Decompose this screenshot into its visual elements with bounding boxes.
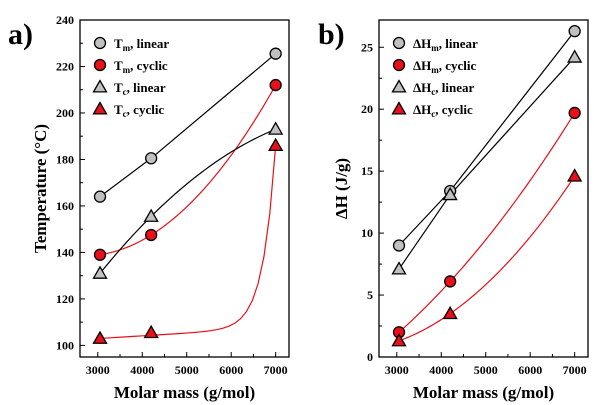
legend-label-2: ΔHm, cyclic xyxy=(413,58,477,75)
data-point-s2-2 xyxy=(443,275,457,288)
x-tick-label: 4000 xyxy=(429,363,453,377)
plot-frame xyxy=(378,19,589,358)
legend-marker-3 xyxy=(391,79,407,93)
legend-marker-4 xyxy=(92,101,108,115)
x-tick-label: 6000 xyxy=(219,363,243,377)
data-point-s3-1 xyxy=(92,265,108,279)
data-point-s2-2 xyxy=(144,228,158,242)
y-axis-title: Temperature (°C) xyxy=(31,124,50,253)
data-point-s1-3 xyxy=(568,25,581,38)
data-point-s2-1 xyxy=(93,248,107,261)
data-point-s2-3 xyxy=(568,106,581,120)
series-line-2 xyxy=(99,84,277,256)
x-axis-title: Molar mass (g/mol) xyxy=(114,383,255,402)
y-axis-title: ΔH (J/g) xyxy=(332,158,351,219)
legend-marker-4 xyxy=(391,101,407,115)
series-line-4 xyxy=(99,145,277,340)
legend: ΔHm, linear ΔHm, cyclic ΔHc, linear ΔHc, cy… xyxy=(391,36,478,119)
x-tick-label: 5000 xyxy=(474,363,498,377)
legend-label-4: Tc, cyclic xyxy=(114,102,164,119)
series-line-4 xyxy=(398,175,576,342)
plot-frame xyxy=(79,19,290,358)
y-tick-label: 10 xyxy=(361,226,373,240)
y-tick-label: 25 xyxy=(361,40,373,54)
legend-marker-2 xyxy=(93,58,107,72)
x-tick-label: 3000 xyxy=(385,363,409,377)
data-point-s3-2 xyxy=(143,208,159,222)
data-point-s3-3 xyxy=(268,121,284,135)
data-point-s1-1 xyxy=(392,239,406,252)
legend-marker-1 xyxy=(392,36,406,50)
panel-a: a) 3000 4000 5000 6000 7000 100 120 140 160 180 200… xyxy=(8,13,290,402)
data-point-s4-2 xyxy=(442,305,458,320)
series-line-2 xyxy=(398,112,576,333)
x-axis-title: Molar mass (g/mol) xyxy=(413,383,554,402)
legend-label-1: Tm, linear xyxy=(114,36,169,53)
y-tick-label: 140 xyxy=(56,245,74,259)
y-tick-label: 15 xyxy=(361,164,373,178)
data-point-s4-1 xyxy=(92,330,108,344)
data-point-s3-1 xyxy=(391,261,407,275)
x-tick-label: 5000 xyxy=(175,363,199,377)
x-tick-label: 7000 xyxy=(264,363,288,377)
y-tick-label: 100 xyxy=(56,338,74,352)
legend-label-2: Tm, cyclic xyxy=(114,58,168,75)
data-point-s1-3 xyxy=(269,47,282,60)
panel-label: a) xyxy=(8,18,33,51)
data-point-s1-2 xyxy=(144,152,158,165)
legend-marker-3 xyxy=(92,79,108,93)
y-tick-label: 240 xyxy=(56,13,74,27)
y-tick-label: 180 xyxy=(56,152,74,166)
x-tick-label: 7000 xyxy=(563,363,587,377)
legend-marker-2 xyxy=(392,58,406,72)
legend-marker-1 xyxy=(93,36,107,50)
panel-label: b) xyxy=(318,18,345,51)
y-tick-label: 220 xyxy=(56,59,74,73)
data-point-s4-1 xyxy=(391,333,407,347)
y-tick-label: 20 xyxy=(361,102,373,116)
x-tick-label: 6000 xyxy=(518,363,542,377)
data-point-s3-2 xyxy=(442,186,458,201)
data-point-s4-3 xyxy=(567,168,583,182)
panel-b: b) 3000 4000 5000 6000 7000 0 5 10 15 20 25 Molar ma… xyxy=(318,18,589,402)
x-tick-label: 3000 xyxy=(86,363,110,377)
data-point-s4-2 xyxy=(143,324,159,339)
legend-label-1: ΔHm, linear xyxy=(413,36,478,53)
series-line-1 xyxy=(99,53,277,198)
y-tick-label: 160 xyxy=(56,199,74,213)
data-point-s4-3 xyxy=(268,137,284,152)
legend-label-4: ΔHc, cyclic xyxy=(413,102,473,119)
y-tick-label: 200 xyxy=(56,106,74,120)
data-point-s1-1 xyxy=(93,190,107,203)
legend-label-3: ΔHc, linear xyxy=(413,80,474,97)
x-tick-label: 4000 xyxy=(130,363,154,377)
data-point-s2-3 xyxy=(269,78,282,92)
y-tick-label: 5 xyxy=(367,288,373,302)
legend: Tm, linear Tm, cyclic Tc, linear Tc, cyclic xyxy=(92,36,169,119)
legend-label-3: Tc, linear xyxy=(114,80,166,97)
data-point-s3-3 xyxy=(567,49,583,63)
y-tick-label: 120 xyxy=(56,292,74,306)
series-line-3 xyxy=(99,128,276,274)
y-tick-label: 0 xyxy=(367,350,373,364)
